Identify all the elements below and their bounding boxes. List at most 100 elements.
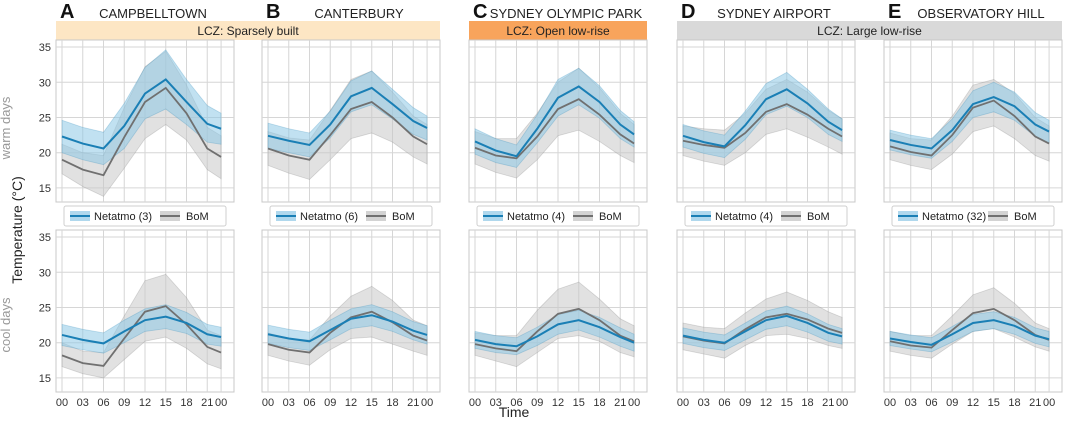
x-tick-label: 12 xyxy=(760,397,772,409)
x-tick-label: 00 xyxy=(1043,397,1055,409)
legend-box xyxy=(63,205,227,227)
netatmo-range-band xyxy=(61,304,222,354)
legend-bom-label: BoM xyxy=(392,211,415,223)
x-tick-label: 09 xyxy=(118,397,130,409)
x-tick-label: 12 xyxy=(345,397,357,409)
netatmo-mean-line xyxy=(889,95,1050,150)
netatmo-mean-line xyxy=(267,86,428,147)
lcz-band-label-1: LCZ: Open low-rise xyxy=(506,24,610,38)
legend-netatmo-label: Netatmo (4) xyxy=(715,211,773,223)
x-tick-label: 12 xyxy=(552,397,564,409)
legend-box xyxy=(269,205,433,227)
lcz-band-label-2: LCZ: Large low-rise xyxy=(817,24,922,38)
x-tick-label: 21 xyxy=(1029,397,1041,409)
warm-subplot xyxy=(261,39,441,203)
netatmo-mean-line xyxy=(61,315,222,345)
netatmo-mean-line xyxy=(682,314,843,344)
x-tick-label: 18 xyxy=(180,397,192,409)
x-tick-label: 21 xyxy=(407,397,419,409)
netatmo-range-band xyxy=(267,304,428,351)
netatmo-mean-line xyxy=(474,319,635,348)
bom-mean-line xyxy=(61,305,222,367)
cool-subplot xyxy=(883,229,1063,393)
x-tick-label: 15 xyxy=(781,397,793,409)
x-tick-label: 15 xyxy=(160,397,172,409)
x-tick-label: 00 xyxy=(836,397,848,409)
x-tick-label: 15 xyxy=(988,397,1000,409)
bom-mean-line xyxy=(682,103,843,149)
netatmo-range-band xyxy=(474,67,635,168)
y-axis-title: Temperature (°C) xyxy=(9,176,25,284)
x-tick-label: 03 xyxy=(698,397,710,409)
panel-letter: A xyxy=(60,1,74,23)
legend-box xyxy=(684,205,848,227)
x-tick-label: 09 xyxy=(946,397,958,409)
bom-mean-line xyxy=(267,100,428,161)
cool-subplot xyxy=(261,229,441,393)
x-tick-label: 18 xyxy=(386,397,398,409)
x-tick-label: 00 xyxy=(628,397,640,409)
legend: Netatmo (6) BoM xyxy=(269,205,433,227)
legend-netatmo-label: Netatmo (32) xyxy=(922,211,986,223)
y-tick-label: 25 xyxy=(39,112,51,124)
x-tick-label: 15 xyxy=(366,397,378,409)
x-tick-label: 00 xyxy=(884,397,896,409)
legend-netatmo-label: Netatmo (3) xyxy=(94,211,152,223)
cool-subplot xyxy=(676,229,856,393)
x-tick-label: 00 xyxy=(56,397,68,409)
x-tick-label: 03 xyxy=(905,397,917,409)
netatmo-mean-line xyxy=(61,78,222,150)
legend: Netatmo (32) BoM xyxy=(891,205,1055,227)
x-tick-label: 06 xyxy=(97,397,109,409)
lcz-band-2 xyxy=(677,21,1062,40)
legend-bom-label: BoM xyxy=(1014,211,1037,223)
panel-title: CAMPBELLTOWN xyxy=(99,6,207,21)
legend-bom-label: BoM xyxy=(807,211,830,223)
x-tick-label: 03 xyxy=(77,397,89,409)
x-tick-label: 03 xyxy=(490,397,502,409)
legend-netatmo-label: Netatmo (6) xyxy=(300,211,358,223)
panel-title: SYDNEY OLYMPIC PARK xyxy=(490,6,643,21)
lcz-band-1 xyxy=(469,21,647,40)
y-tick-label: 35 xyxy=(39,232,51,244)
x-tick-label: 09 xyxy=(324,397,336,409)
cool-subplot xyxy=(468,229,648,393)
netatmo-range-band xyxy=(889,311,1050,353)
x-tick-label: 06 xyxy=(510,397,522,409)
panel-letter: D xyxy=(681,1,695,23)
y-tick-label: 35 xyxy=(39,42,51,54)
bom-mean-line xyxy=(889,99,1050,157)
y-tick-label: 20 xyxy=(39,338,51,350)
legend-box xyxy=(891,205,1055,227)
x-tick-label: 00 xyxy=(469,397,481,409)
warm-subplot xyxy=(883,39,1063,203)
x-tick-label: 18 xyxy=(593,397,605,409)
x-tick-label: 21 xyxy=(201,397,213,409)
legend-box xyxy=(476,205,640,227)
legend: Netatmo (3) BoM xyxy=(63,205,227,227)
bom-mean-line xyxy=(267,310,428,354)
row-label-warm: warm days xyxy=(0,96,13,160)
row-label-cool: cool days xyxy=(0,297,13,352)
x-tick-label: 00 xyxy=(215,397,227,409)
x-tick-label: 15 xyxy=(573,397,585,409)
y-tick-label: 30 xyxy=(39,77,51,89)
y-tick-label: 20 xyxy=(39,148,51,160)
lcz-bands: LCZ: Sparsely built LCZ: Open low-rise LCZ… xyxy=(56,21,1062,40)
lcz-band-0 xyxy=(56,21,440,40)
bom-mean-line xyxy=(474,307,635,353)
x-tick-label: 12 xyxy=(139,397,151,409)
bom-mean-line xyxy=(474,98,635,160)
x-tick-label: 09 xyxy=(739,397,751,409)
x-tick-label: 21 xyxy=(822,397,834,409)
legend-bom-label: BoM xyxy=(186,211,209,223)
x-tick-label: 00 xyxy=(677,397,689,409)
panel-letter: B xyxy=(266,1,280,23)
x-tick-label: 21 xyxy=(614,397,626,409)
netatmo-mean-line xyxy=(267,314,428,343)
y-tick-label: 25 xyxy=(39,302,51,314)
